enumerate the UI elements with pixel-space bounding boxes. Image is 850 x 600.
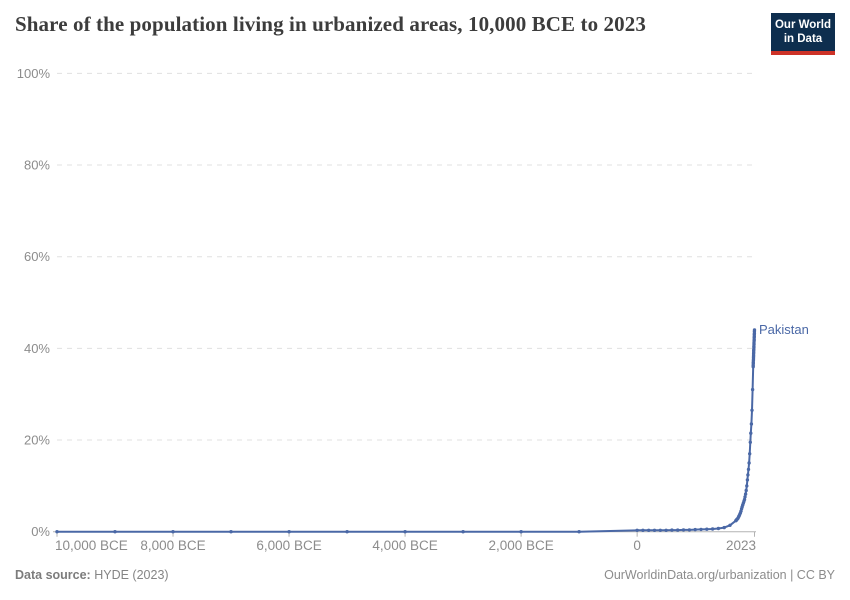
owid-logo-line1: Our World: [774, 19, 831, 31]
owid-logo-line2: in Data: [783, 33, 823, 46]
y-axis-tick-label: 60%: [24, 249, 50, 264]
data-point: [744, 488, 748, 493]
data-point: [647, 528, 651, 532]
data-point: [681, 528, 686, 532]
data-point: [676, 528, 680, 532]
owid-logo[interactable]: Our World in Data: [771, 13, 835, 55]
data-point: [743, 492, 748, 496]
data-source-note: Data source: HYDE (2023): [15, 568, 169, 582]
data-point: [748, 440, 752, 444]
data-point: [113, 530, 117, 534]
owid-logo-red-bar: [771, 50, 835, 55]
data-point: [710, 527, 715, 531]
data-point: [750, 387, 755, 392]
data-point: [658, 528, 662, 532]
data-point: [461, 530, 465, 534]
data-point: [728, 523, 732, 527]
data-point: [664, 528, 668, 532]
data-point: [749, 431, 753, 435]
data-point: [745, 478, 750, 482]
data-point: [693, 527, 697, 532]
data-point: [687, 528, 692, 532]
data-point: [705, 527, 709, 531]
x-axis-tick-label: 2023: [726, 538, 756, 553]
data-point: [635, 528, 639, 532]
x-axis-tick-label: 6,000 BCE: [256, 538, 321, 553]
data-source-label: Data source:: [15, 568, 91, 582]
data-point: [742, 497, 747, 502]
data-source-value: HYDE (2023): [94, 568, 169, 582]
data-point: [670, 528, 674, 532]
data-point: [748, 452, 752, 456]
data-point: [749, 422, 754, 426]
data-point: [752, 328, 757, 332]
data-point: [652, 528, 657, 532]
x-axis-tick-label: 10,000 BCE: [55, 538, 128, 553]
data-point: [403, 530, 407, 534]
data-point: [743, 495, 747, 499]
data-point: [641, 528, 645, 532]
data-point: [171, 530, 175, 534]
x-axis-tick-label: 4,000 BCE: [372, 538, 437, 553]
data-point: [519, 530, 523, 534]
x-axis-tick-label: 8,000 BCE: [140, 538, 205, 553]
data-point: [345, 530, 349, 534]
data-point: [746, 473, 750, 477]
data-point: [577, 530, 581, 534]
y-axis-tick-label: 20%: [24, 433, 50, 448]
data-point: [745, 484, 749, 488]
y-axis-tick-label: 0%: [31, 524, 50, 539]
data-point: [716, 526, 721, 531]
y-axis-tick-label: 100%: [17, 66, 51, 81]
y-axis-tick-label: 80%: [24, 158, 50, 173]
data-point: [55, 530, 59, 534]
owid-logo-text: Our World in Data: [771, 13, 835, 51]
data-point: [287, 530, 291, 534]
license-credit-link[interactable]: OurWorldinData.org/urbanization | CC BY: [604, 568, 835, 582]
chart-title: Share of the population living in urbani…: [15, 12, 646, 36]
x-axis-tick-label: 0: [633, 538, 641, 553]
data-point: [747, 461, 751, 465]
chart-footer: Data source: HYDE (2023) OurWorldinData.…: [15, 568, 835, 582]
data-point: [229, 530, 233, 534]
y-axis-tick-label: 40%: [24, 341, 50, 356]
chart-header: Share of the population living in urbani…: [15, 12, 835, 55]
data-point: [750, 408, 754, 412]
line-series-pakistan[interactable]: [56, 329, 756, 533]
data-point: [746, 467, 751, 472]
x-axis-tick-label: 2,000 BCE: [488, 538, 553, 553]
series-label-pakistan[interactable]: Pakistan: [759, 322, 809, 337]
data-point: [722, 525, 726, 530]
data-point: [699, 527, 703, 532]
